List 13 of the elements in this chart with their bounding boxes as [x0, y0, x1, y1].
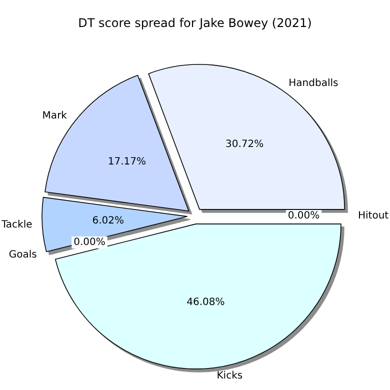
chart-title: DT score spread for Jake Bowey (2021)	[78, 16, 312, 30]
slice-label: Kicks	[216, 370, 243, 382]
text: 0.00%	[288, 210, 320, 222]
data-label: 46.08%	[186, 296, 225, 308]
data-label: 30.72%	[225, 138, 264, 150]
category-label: Hitout	[358, 210, 389, 222]
text: 0.00%	[74, 236, 106, 248]
data-label: 6.02%	[92, 215, 124, 226]
slice-label: Tackle	[0, 220, 32, 231]
category-label: Goals	[8, 250, 37, 261]
data-label: 17.17%	[108, 156, 146, 168]
slice-label: Handballs	[288, 78, 338, 90]
slice-label: Mark	[42, 110, 68, 122]
